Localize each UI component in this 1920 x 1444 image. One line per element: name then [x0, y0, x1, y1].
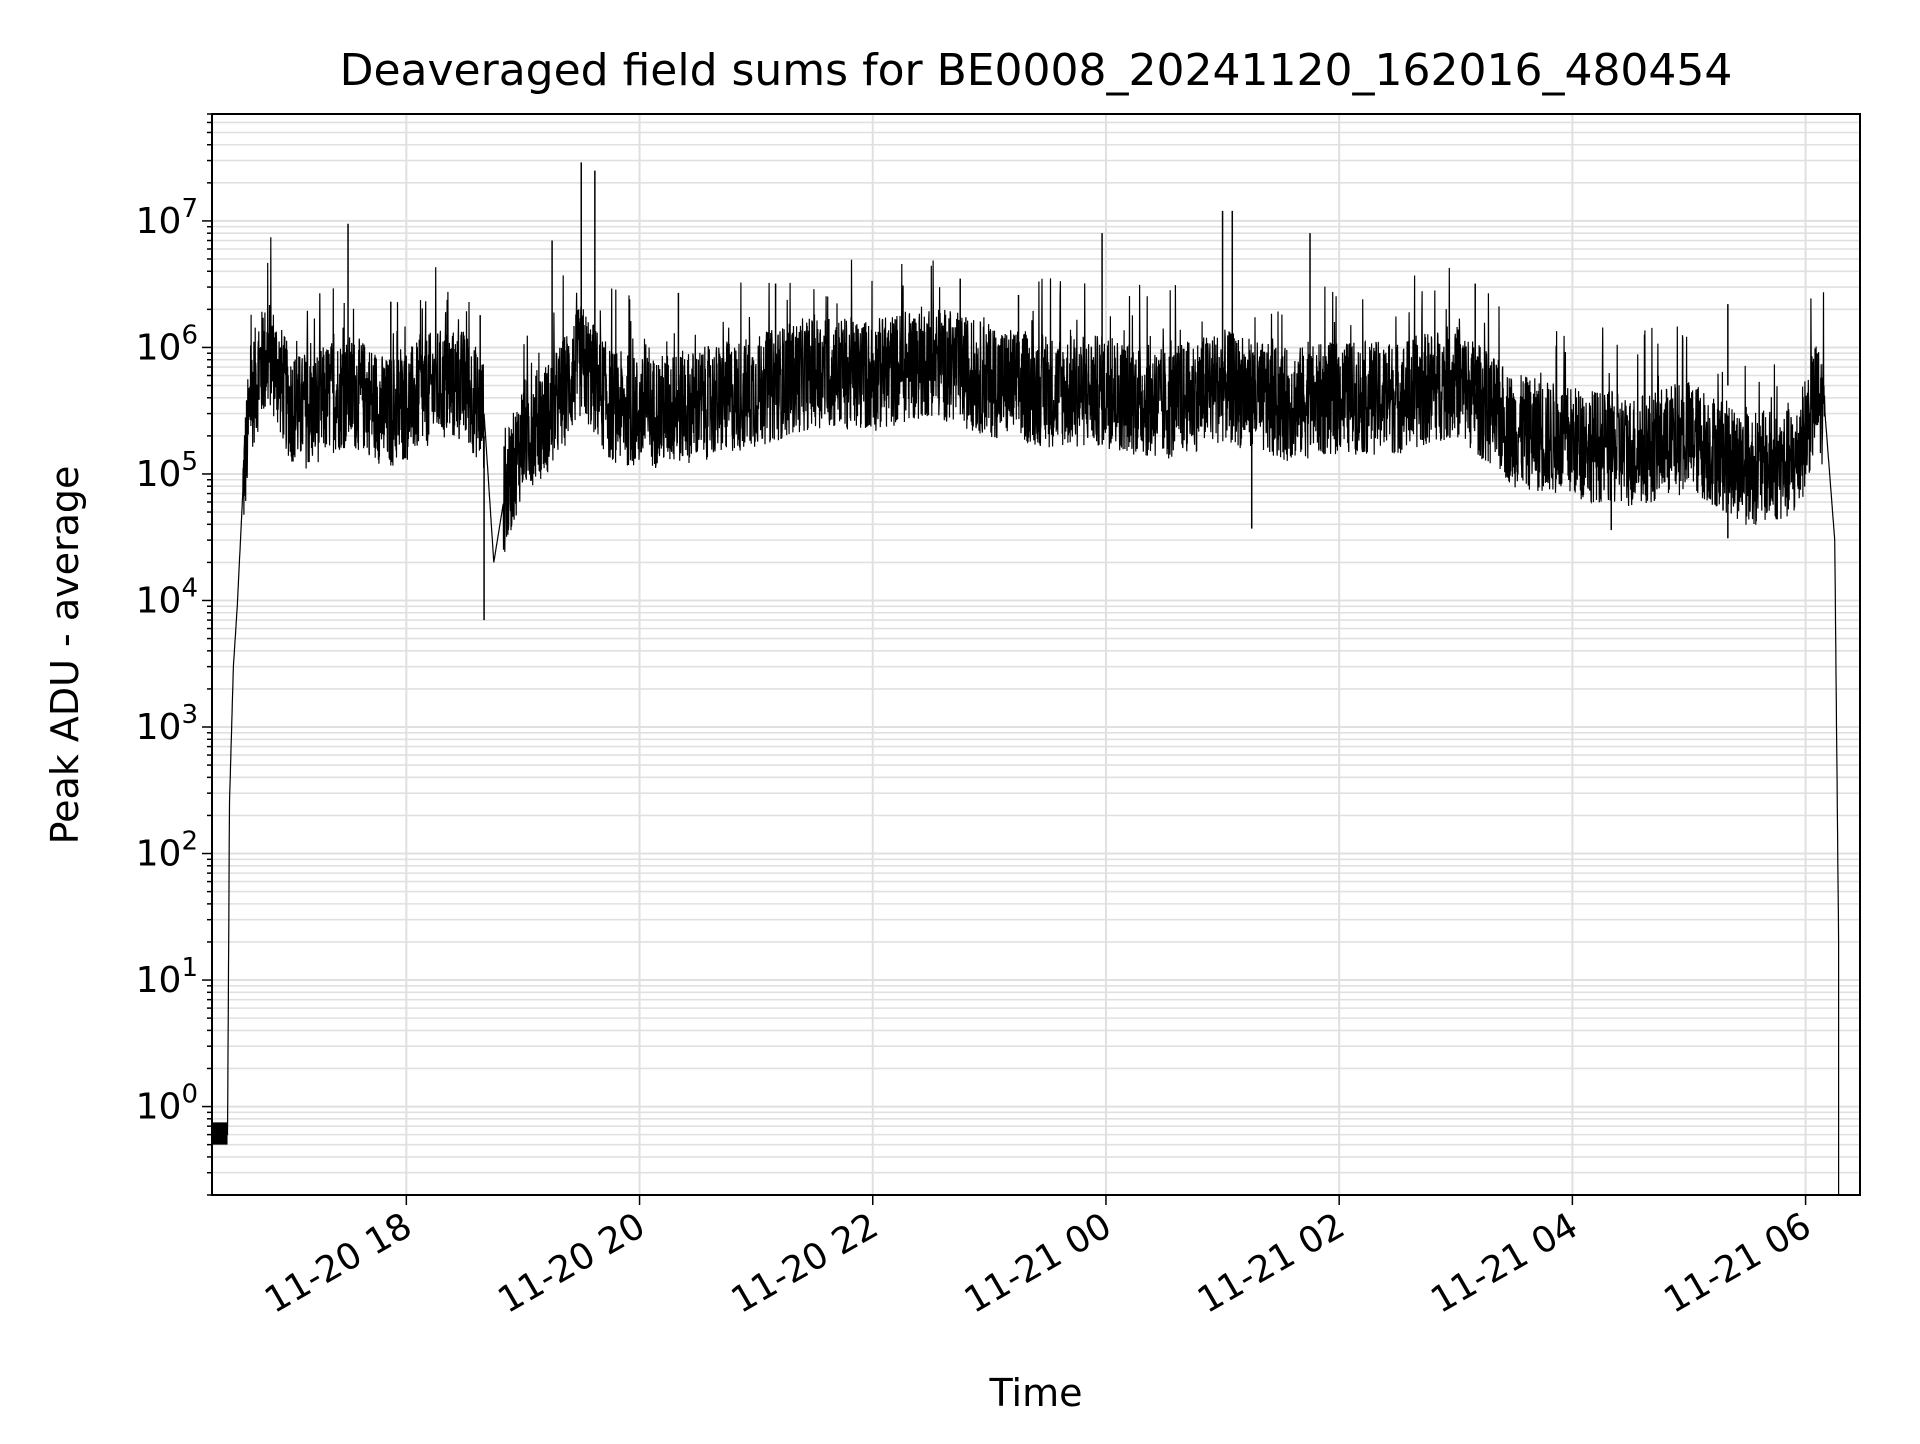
y-tick-base: 10: [136, 201, 182, 242]
series-line: [212, 237, 1840, 1195]
y-tick-base: 10: [136, 834, 182, 875]
y-tick-label: 102: [136, 827, 198, 875]
y-tick-label: 105: [136, 447, 198, 495]
y-tick-label: 100: [136, 1080, 198, 1128]
y-tick-base: 10: [136, 580, 182, 621]
y-axis-label: Peak ADU - average: [43, 466, 87, 845]
y-tick-exponent: 5: [181, 447, 198, 477]
y-tick-base: 10: [136, 1087, 182, 1128]
y-tick-label: 106: [136, 320, 198, 368]
plot-area: [212, 162, 1840, 1195]
y-tick-label: 107: [136, 194, 198, 242]
y-tick-exponent: 1: [181, 953, 198, 983]
y-tick-exponent: 4: [181, 573, 198, 603]
y-tick-base: 10: [136, 707, 182, 748]
y-tick-base: 10: [136, 454, 182, 495]
axes-frame: [211, 113, 1861, 1196]
chart-title: Deaveraged field sums for BE0008_2024112…: [340, 45, 1733, 96]
y-tick-label: 101: [136, 953, 198, 1001]
x-axis-label: Time: [989, 1371, 1083, 1415]
y-tick-base: 10: [136, 327, 182, 368]
y-tick-exponent: 0: [181, 1080, 198, 1110]
initial-segment: [212, 1122, 228, 1145]
y-tick-exponent: 3: [181, 700, 198, 730]
y-tick-exponent: 7: [181, 194, 198, 224]
y-tick-exponent: 6: [181, 320, 198, 350]
y-tick-label: 103: [136, 700, 198, 748]
y-tick-base: 10: [136, 960, 182, 1001]
grid: [212, 113, 1860, 1196]
y-tick-label: 104: [136, 573, 198, 621]
y-tick-exponent: 2: [181, 827, 198, 857]
